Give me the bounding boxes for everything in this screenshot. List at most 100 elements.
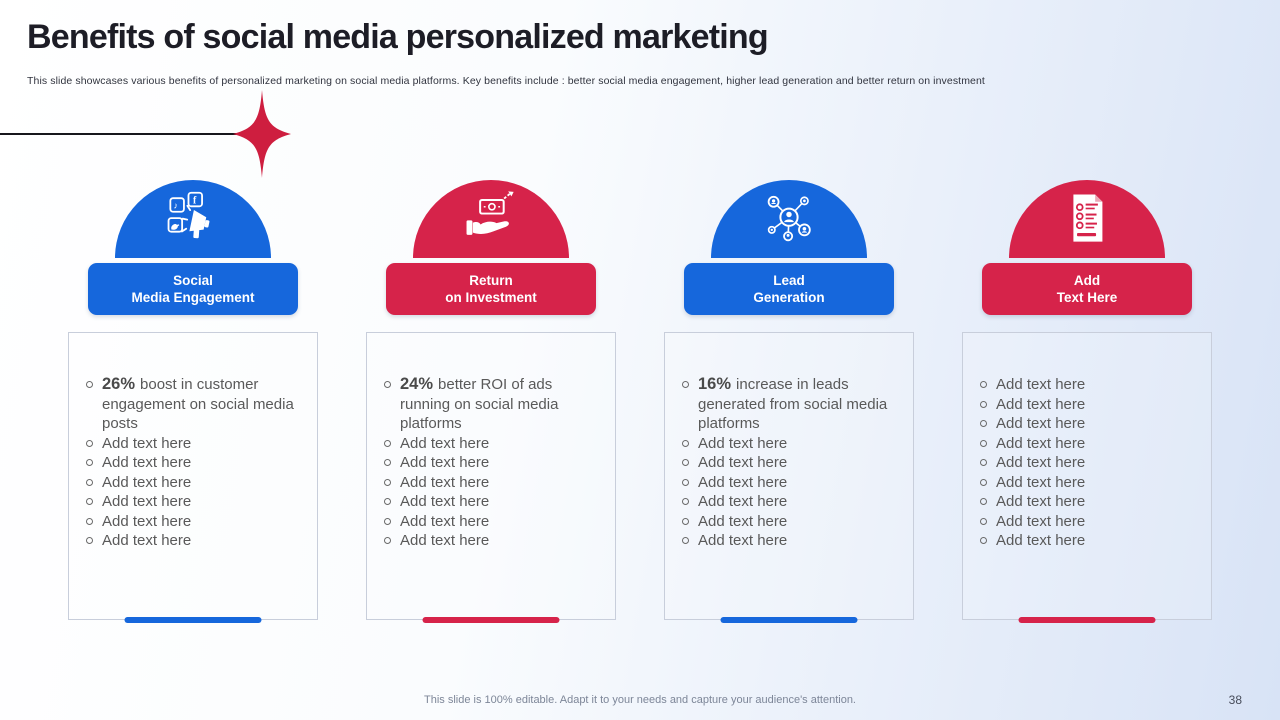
bullet-circle-icon — [980, 517, 987, 525]
bullet-circle-icon — [384, 537, 391, 544]
placeholder-list-item[interactable]: Add text here — [86, 453, 307, 473]
content-box: 16% increase in leads generated from soci… — [664, 332, 914, 620]
placeholder-list-item[interactable]: Add text here — [384, 531, 605, 551]
label-line1: Add — [1073, 272, 1101, 288]
bullet-circle-icon — [980, 459, 987, 466]
placeholder-list-item[interactable]: Add text here — [384, 473, 605, 493]
placeholder-text: Add text here — [400, 512, 490, 530]
placeholder-list-item[interactable]: Add text here — [384, 434, 605, 454]
hand-money-arrow-icon — [466, 191, 514, 235]
label-line2: Generation — [753, 290, 825, 305]
placeholder-text: Add text here — [996, 376, 1086, 393]
placeholder-list: Add text here Add text here Add text here A… — [69, 434, 317, 551]
network-people-icon — [767, 195, 811, 242]
placeholder-text: Add text here — [698, 434, 788, 452]
label-button-lead-generation[interactable]: Lead Generation — [684, 263, 894, 315]
stat-value: 24% — [400, 375, 434, 393]
placeholder-text: Add text here — [102, 512, 192, 530]
placeholder-text: Add text here — [400, 473, 490, 491]
placeholder-list-item[interactable]: Add text here — [980, 473, 1201, 493]
lead-stat-text: 24% better ROI of ads running on social m… — [400, 375, 605, 434]
placeholder-list-item[interactable]: Add text here — [682, 453, 903, 473]
lead-stat-text: 16% increase in leads generated from soci… — [698, 375, 903, 434]
bullet-circle-icon — [86, 498, 93, 505]
placeholder-list-item[interactable]: Add text here — [682, 531, 903, 551]
placeholder-list-item[interactable]: Add text here — [980, 395, 1201, 415]
bullet-circle-icon — [384, 439, 391, 447]
placeholder-list-item[interactable]: Add text here — [384, 512, 605, 532]
placeholder-list-item[interactable]: Add text here — [86, 434, 307, 454]
placeholder-list-item[interactable]: Add text here — [86, 473, 307, 493]
page-number: 38 — [1228, 693, 1242, 707]
bullet-circle-icon — [980, 537, 987, 544]
svg-text:♪: ♪ — [174, 201, 179, 211]
bullet-circle-icon — [384, 381, 391, 388]
bullet-circle-icon — [682, 498, 689, 505]
placeholder-list-item[interactable]: Add text here — [384, 453, 605, 473]
placeholder-list-item[interactable]: Add text here — [682, 492, 903, 512]
placeholder-list-item[interactable]: Add text here — [980, 453, 1201, 473]
bullet-circle-icon — [980, 439, 987, 447]
placeholder-list-item[interactable]: Add text here — [86, 492, 307, 512]
footer-note: This slide is 100% editable. Adapt it to… — [424, 694, 856, 706]
placeholder-list-item[interactable]: Add text here — [86, 531, 307, 551]
label-line2: on Investment — [445, 290, 537, 305]
lead-stat-item: 16% increase in leads generated from soci… — [682, 375, 903, 434]
placeholder-text: Add text here — [698, 454, 788, 471]
placeholder-text: Add text here — [698, 493, 788, 510]
placeholder-list-item[interactable]: Add text here — [980, 414, 1201, 434]
placeholder-list-item[interactable]: Add text here — [682, 512, 903, 532]
placeholder-text: Add text here — [400, 454, 490, 471]
accent-underline-bar — [1018, 617, 1156, 623]
semicircle-header: f ♪ — [115, 180, 271, 258]
placeholder-text: Add text here — [996, 415, 1086, 432]
bullet-circle-icon — [980, 381, 987, 388]
placeholder-list-item[interactable]: Add text here — [980, 531, 1201, 551]
lead-stat-item: 24% better ROI of ads running on social m… — [384, 375, 605, 434]
bullet-circle-icon — [86, 517, 93, 525]
label-line2: Media Engagement — [131, 290, 255, 305]
lead-stat-item: 26% boost in customer engagement on socia… — [86, 375, 307, 434]
bullet-circle-icon — [384, 498, 391, 505]
placeholder-text: Add text here — [698, 473, 788, 491]
placeholder-list-item[interactable]: Add text here — [980, 492, 1201, 512]
placeholder-text: Add text here — [102, 473, 192, 491]
label-button-add-text-here[interactable]: Add Text Here — [982, 263, 1192, 315]
bullet-list: 24% better ROI of ads running on social m… — [367, 333, 615, 434]
placeholder-text: Add text here — [996, 493, 1086, 510]
bullet-circle-icon — [682, 381, 689, 388]
placeholder-text: Add text here — [400, 493, 490, 510]
bullet-circle-icon — [682, 439, 689, 447]
label-line1: Social — [173, 272, 213, 288]
placeholder-list-item[interactable]: Add text here — [384, 492, 605, 512]
accent-underline-bar — [720, 617, 858, 623]
placeholder-text: Add text here — [698, 532, 788, 549]
placeholder-list-item[interactable]: Add text here — [682, 473, 903, 493]
placeholder-text: Add text here — [102, 532, 192, 549]
label-button-return-on-investment[interactable]: Return on Investment — [386, 263, 596, 315]
label-button-social-media-engagement[interactable]: Social Media Engagement — [88, 263, 298, 315]
placeholder-text: Add text here — [400, 532, 490, 549]
semicircle-header — [1009, 180, 1165, 258]
slide-subtitle: This slide showcases various benefits of… — [27, 75, 985, 87]
placeholder-list-item[interactable]: Add text here — [980, 375, 1201, 395]
sparkle-star-icon — [233, 90, 291, 178]
placeholder-text: Add text here — [400, 434, 490, 452]
placeholder-list-item[interactable]: Add text here — [86, 512, 307, 532]
lead-stat-text: 26% boost in customer engagement on socia… — [102, 375, 307, 434]
bullet-circle-icon — [980, 420, 987, 427]
placeholder-text: Add text here — [996, 454, 1086, 471]
document-checklist-icon — [1073, 194, 1103, 242]
placeholder-text: Add text here — [102, 434, 192, 452]
placeholder-list-item[interactable]: Add text here — [980, 512, 1201, 532]
placeholder-text: Add text here — [996, 512, 1086, 530]
placeholder-list: Add text here Add text here Add text here A… — [367, 434, 615, 551]
bullet-circle-icon — [86, 381, 93, 388]
placeholder-list-item[interactable]: Add text here — [980, 434, 1201, 454]
bullet-circle-icon — [384, 478, 391, 486]
placeholder-list-item[interactable]: Add text here — [682, 434, 903, 454]
bullet-circle-icon — [682, 478, 689, 486]
bullet-circle-icon — [682, 459, 689, 466]
label-line1: Return — [469, 272, 513, 288]
